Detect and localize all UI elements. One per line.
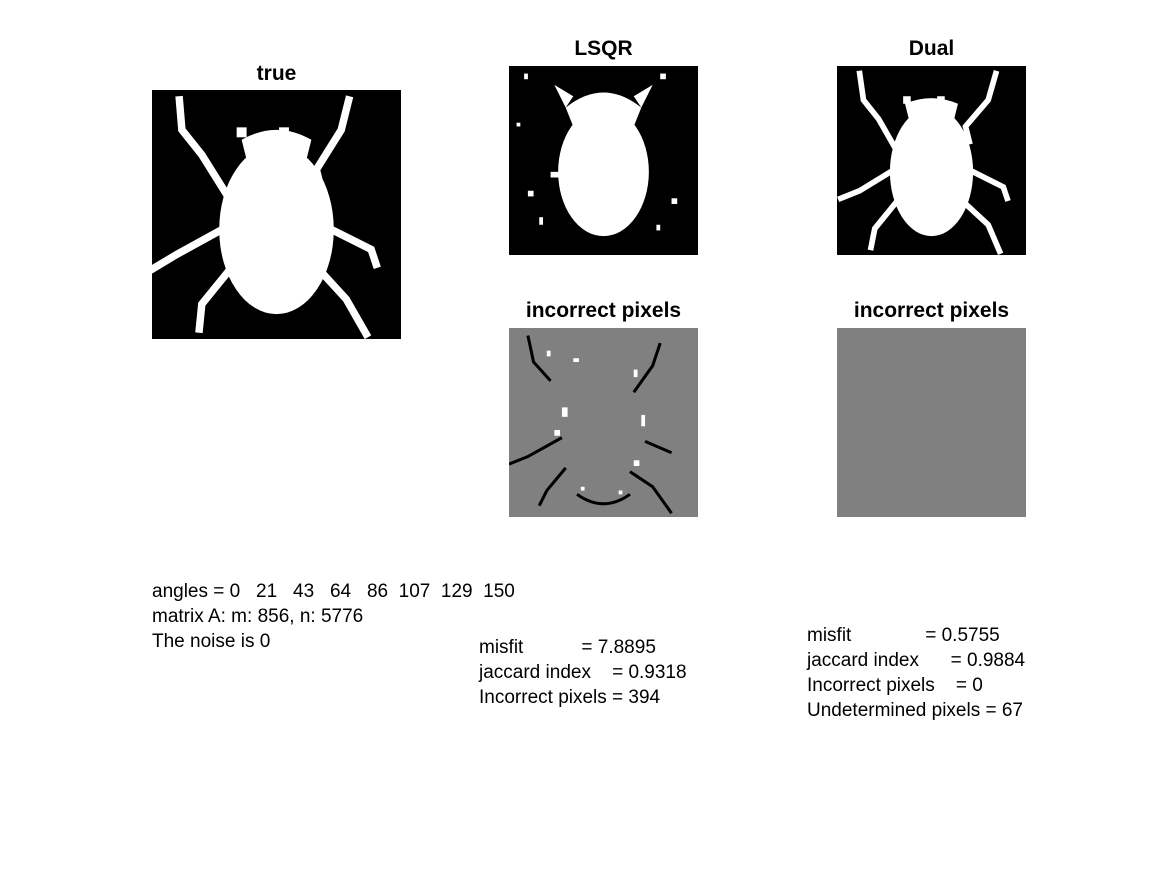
dual-incorrect: Incorrect pixels = 0 xyxy=(807,675,983,696)
lsqr-incorrect-image xyxy=(509,328,698,517)
lsqr-image xyxy=(509,66,698,255)
lsqr-jaccard: jaccard index = 0.9318 xyxy=(479,662,687,683)
dual-incorrect-title: incorrect pixels xyxy=(853,299,1010,322)
dual-jaccard: jaccard index = 0.9884 xyxy=(807,650,1026,671)
lsqr-incorrect-title: incorrect pixels xyxy=(525,299,682,322)
dual-title: Dual xyxy=(908,37,955,60)
angles-text: angles = 0 21 43 64 86 107 129 150 xyxy=(152,581,515,602)
dual-undetermined: Undetermined pixels = 67 xyxy=(807,700,1023,721)
lsqr-title: LSQR xyxy=(574,37,633,60)
dual-incorrect-image xyxy=(837,328,1026,517)
matrix-text: matrix A: m: 856, n: 5776 xyxy=(152,606,364,627)
lsqr-incorrect: Incorrect pixels = 394 xyxy=(479,687,661,708)
dual-misfit: misfit = 0.5755 xyxy=(807,625,1000,646)
true-title: true xyxy=(256,62,297,85)
lsqr-misfit: misfit = 7.8895 xyxy=(479,637,656,658)
noise-text: The noise is 0 xyxy=(152,631,271,652)
true-image xyxy=(152,90,401,339)
dual-image xyxy=(837,66,1026,255)
